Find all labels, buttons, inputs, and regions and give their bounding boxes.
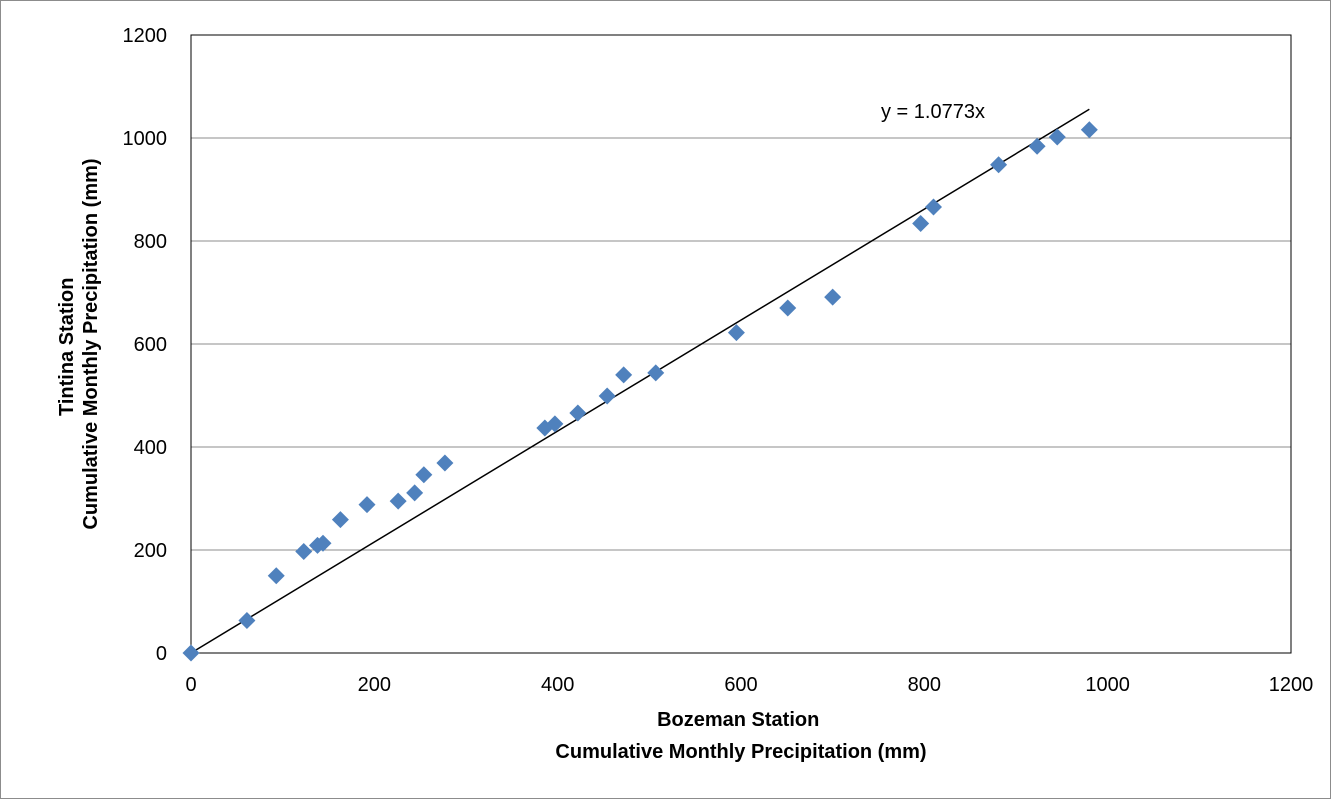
trendline-equation-label: y = 1.0773x — [881, 101, 985, 123]
data-point — [295, 543, 313, 561]
data-point — [331, 511, 349, 529]
gridlines — [191, 137, 1291, 551]
data-point — [415, 466, 433, 484]
data-point — [598, 387, 616, 405]
y-tick-label: 800 — [134, 231, 167, 253]
y-axis-title-line-2: Cumulative Monthly Precipitation (mm) — [80, 158, 102, 529]
trendline — [190, 108, 1090, 654]
data-point — [1028, 137, 1046, 155]
data-point — [647, 364, 665, 382]
data-point — [1048, 128, 1066, 146]
x-tick-label: 1000 — [1085, 674, 1130, 696]
data-point — [436, 454, 454, 472]
y-axis-tick-labels: 0 200 400 600 800 1000 1200 — [123, 25, 168, 665]
y-tick-label: 600 — [134, 334, 167, 356]
x-axis-tick-labels: 0 200 400 600 800 1000 1200 — [185, 674, 1313, 696]
x-tick-label: 1200 — [1269, 674, 1314, 696]
y-tick-label: 1200 — [123, 25, 168, 47]
x-tick-label: 400 — [541, 674, 574, 696]
data-point — [824, 288, 842, 306]
data-point — [546, 415, 564, 433]
y-tick-label: 1000 — [123, 128, 168, 150]
data-point — [569, 404, 587, 422]
y-axis-title-line-1: Tintina Station — [56, 278, 78, 417]
data-point — [267, 567, 285, 585]
x-tick-label: 200 — [358, 674, 391, 696]
data-points — [182, 121, 1098, 662]
plot-area-border — [190, 34, 1292, 654]
x-tick-label: 600 — [724, 674, 757, 696]
data-point — [727, 324, 745, 342]
y-tick-label: 400 — [134, 437, 167, 459]
y-tick-label: 200 — [134, 540, 167, 562]
y-tick-label: 0 — [156, 643, 167, 665]
data-point — [238, 612, 256, 630]
data-point — [182, 644, 200, 662]
data-point — [314, 534, 332, 552]
x-axis-title-line-1: Bozeman Station — [657, 709, 819, 731]
x-axis-title: Bozeman Station Cumulative Monthly Preci… — [555, 709, 926, 763]
data-point — [615, 366, 633, 384]
x-tick-label: 800 — [908, 674, 941, 696]
data-point — [925, 198, 942, 216]
data-point — [912, 214, 930, 232]
x-tick-label: 0 — [185, 674, 196, 696]
data-point — [990, 156, 1008, 174]
data-point — [779, 299, 797, 317]
data-point — [358, 496, 376, 514]
x-axis-title-line-2: Cumulative Monthly Precipitation (mm) — [555, 741, 926, 763]
y-axis-title: Tintina Station Cumulative Monthly Preci… — [56, 158, 102, 529]
data-point — [406, 484, 424, 502]
data-point — [1080, 121, 1098, 139]
data-point — [389, 492, 407, 510]
